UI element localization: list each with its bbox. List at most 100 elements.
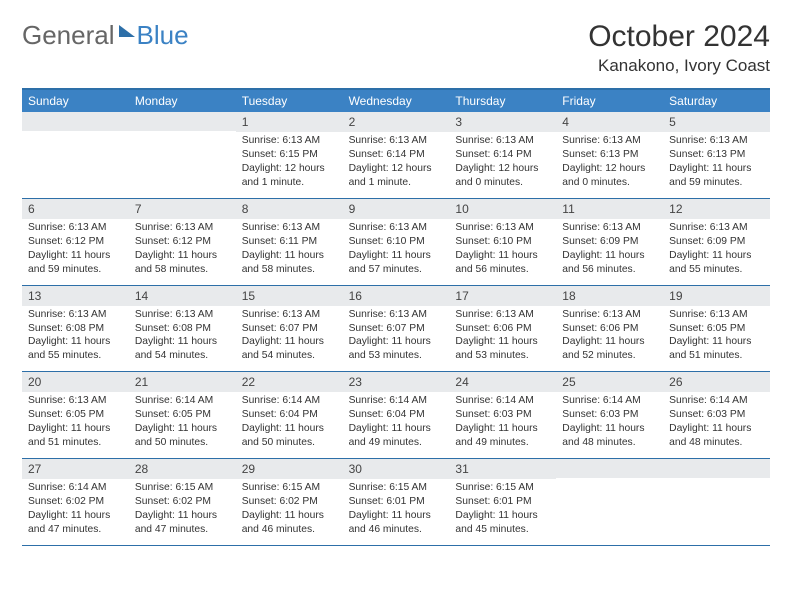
daylight-line: Daylight: 11 hours and 49 minutes. xyxy=(455,422,550,450)
day-cell: 8Sunrise: 6:13 AMSunset: 6:11 PMDaylight… xyxy=(236,199,343,285)
daylight-line: Daylight: 12 hours and 1 minute. xyxy=(242,162,337,190)
day-number: 28 xyxy=(129,459,236,479)
day-cell: 5Sunrise: 6:13 AMSunset: 6:13 PMDaylight… xyxy=(663,112,770,198)
sunset-line: Sunset: 6:05 PM xyxy=(135,408,230,422)
week-row: 27Sunrise: 6:14 AMSunset: 6:02 PMDayligh… xyxy=(22,459,770,546)
sunrise-line: Sunrise: 6:14 AM xyxy=(242,394,337,408)
day-cell: 20Sunrise: 6:13 AMSunset: 6:05 PMDayligh… xyxy=(22,372,129,458)
day-cell: 7Sunrise: 6:13 AMSunset: 6:12 PMDaylight… xyxy=(129,199,236,285)
sunset-line: Sunset: 6:03 PM xyxy=(669,408,764,422)
daylight-line: Daylight: 11 hours and 59 minutes. xyxy=(28,249,123,277)
day-cell: 6Sunrise: 6:13 AMSunset: 6:12 PMDaylight… xyxy=(22,199,129,285)
day-body: Sunrise: 6:13 AMSunset: 6:08 PMDaylight:… xyxy=(129,306,236,372)
day-cell: 21Sunrise: 6:14 AMSunset: 6:05 PMDayligh… xyxy=(129,372,236,458)
daylight-line: Daylight: 11 hours and 50 minutes. xyxy=(242,422,337,450)
sunset-line: Sunset: 6:13 PM xyxy=(669,148,764,162)
day-cell: 17Sunrise: 6:13 AMSunset: 6:06 PMDayligh… xyxy=(449,286,556,372)
sunset-line: Sunset: 6:10 PM xyxy=(349,235,444,249)
day-number: 12 xyxy=(663,199,770,219)
sunrise-line: Sunrise: 6:14 AM xyxy=(28,481,123,495)
day-number: 16 xyxy=(343,286,450,306)
sunrise-line: Sunrise: 6:14 AM xyxy=(455,394,550,408)
daylight-line: Daylight: 11 hours and 45 minutes. xyxy=(455,509,550,537)
logo: General Blue xyxy=(22,20,189,51)
sunset-line: Sunset: 6:11 PM xyxy=(242,235,337,249)
daylight-line: Daylight: 11 hours and 48 minutes. xyxy=(562,422,657,450)
daylight-line: Daylight: 11 hours and 58 minutes. xyxy=(242,249,337,277)
sunrise-line: Sunrise: 6:13 AM xyxy=(349,221,444,235)
sunset-line: Sunset: 6:12 PM xyxy=(135,235,230,249)
day-number: 19 xyxy=(663,286,770,306)
weekday-header-sunday: Sunday xyxy=(22,90,129,112)
sunset-line: Sunset: 6:01 PM xyxy=(455,495,550,509)
day-body: Sunrise: 6:14 AMSunset: 6:03 PMDaylight:… xyxy=(556,392,663,458)
day-body: Sunrise: 6:14 AMSunset: 6:02 PMDaylight:… xyxy=(22,479,129,545)
sunset-line: Sunset: 6:05 PM xyxy=(28,408,123,422)
day-number: 20 xyxy=(22,372,129,392)
day-body: Sunrise: 6:13 AMSunset: 6:07 PMDaylight:… xyxy=(236,306,343,372)
day-number: 17 xyxy=(449,286,556,306)
day-cell: 13Sunrise: 6:13 AMSunset: 6:08 PMDayligh… xyxy=(22,286,129,372)
day-number: 1 xyxy=(236,112,343,132)
day-cell: 31Sunrise: 6:15 AMSunset: 6:01 PMDayligh… xyxy=(449,459,556,545)
day-number: 4 xyxy=(556,112,663,132)
day-body xyxy=(663,478,770,540)
sunrise-line: Sunrise: 6:13 AM xyxy=(669,308,764,322)
sunrise-line: Sunrise: 6:13 AM xyxy=(28,221,123,235)
daylight-line: Daylight: 11 hours and 47 minutes. xyxy=(135,509,230,537)
day-body xyxy=(556,478,663,540)
day-number: 29 xyxy=(236,459,343,479)
daylight-line: Daylight: 11 hours and 59 minutes. xyxy=(669,162,764,190)
day-cell: 19Sunrise: 6:13 AMSunset: 6:05 PMDayligh… xyxy=(663,286,770,372)
day-number: 13 xyxy=(22,286,129,306)
day-cell xyxy=(556,459,663,545)
calendar: SundayMondayTuesdayWednesdayThursdayFrid… xyxy=(22,88,770,546)
day-number: 15 xyxy=(236,286,343,306)
day-body: Sunrise: 6:13 AMSunset: 6:12 PMDaylight:… xyxy=(22,219,129,285)
weekday-header-thursday: Thursday xyxy=(449,90,556,112)
daylight-line: Daylight: 11 hours and 48 minutes. xyxy=(669,422,764,450)
sunrise-line: Sunrise: 6:14 AM xyxy=(349,394,444,408)
day-body: Sunrise: 6:15 AMSunset: 6:01 PMDaylight:… xyxy=(449,479,556,545)
sunrise-line: Sunrise: 6:13 AM xyxy=(562,308,657,322)
day-body: Sunrise: 6:13 AMSunset: 6:13 PMDaylight:… xyxy=(663,132,770,198)
day-cell: 2Sunrise: 6:13 AMSunset: 6:14 PMDaylight… xyxy=(343,112,450,198)
sunrise-line: Sunrise: 6:13 AM xyxy=(455,134,550,148)
sunset-line: Sunset: 6:03 PM xyxy=(562,408,657,422)
day-body: Sunrise: 6:13 AMSunset: 6:06 PMDaylight:… xyxy=(449,306,556,372)
sunrise-line: Sunrise: 6:14 AM xyxy=(669,394,764,408)
day-body: Sunrise: 6:13 AMSunset: 6:08 PMDaylight:… xyxy=(22,306,129,372)
day-cell: 30Sunrise: 6:15 AMSunset: 6:01 PMDayligh… xyxy=(343,459,450,545)
day-cell: 27Sunrise: 6:14 AMSunset: 6:02 PMDayligh… xyxy=(22,459,129,545)
day-cell xyxy=(129,112,236,198)
day-cell: 3Sunrise: 6:13 AMSunset: 6:14 PMDaylight… xyxy=(449,112,556,198)
daylight-line: Daylight: 11 hours and 56 minutes. xyxy=(455,249,550,277)
day-number: 8 xyxy=(236,199,343,219)
sunset-line: Sunset: 6:01 PM xyxy=(349,495,444,509)
daylight-line: Daylight: 11 hours and 50 minutes. xyxy=(135,422,230,450)
day-body: Sunrise: 6:13 AMSunset: 6:09 PMDaylight:… xyxy=(663,219,770,285)
day-cell: 18Sunrise: 6:13 AMSunset: 6:06 PMDayligh… xyxy=(556,286,663,372)
day-body xyxy=(129,131,236,193)
day-cell: 16Sunrise: 6:13 AMSunset: 6:07 PMDayligh… xyxy=(343,286,450,372)
day-number: 3 xyxy=(449,112,556,132)
day-cell: 28Sunrise: 6:15 AMSunset: 6:02 PMDayligh… xyxy=(129,459,236,545)
weekday-header-saturday: Saturday xyxy=(663,90,770,112)
day-number: 5 xyxy=(663,112,770,132)
day-body: Sunrise: 6:13 AMSunset: 6:10 PMDaylight:… xyxy=(343,219,450,285)
daylight-line: Daylight: 12 hours and 1 minute. xyxy=(349,162,444,190)
day-body: Sunrise: 6:15 AMSunset: 6:02 PMDaylight:… xyxy=(129,479,236,545)
day-number xyxy=(556,459,663,478)
daylight-line: Daylight: 12 hours and 0 minutes. xyxy=(455,162,550,190)
daylight-line: Daylight: 11 hours and 56 minutes. xyxy=(562,249,657,277)
daylight-line: Daylight: 11 hours and 46 minutes. xyxy=(349,509,444,537)
day-cell: 22Sunrise: 6:14 AMSunset: 6:04 PMDayligh… xyxy=(236,372,343,458)
day-body: Sunrise: 6:13 AMSunset: 6:14 PMDaylight:… xyxy=(343,132,450,198)
sunrise-line: Sunrise: 6:15 AM xyxy=(455,481,550,495)
daylight-line: Daylight: 11 hours and 46 minutes. xyxy=(242,509,337,537)
day-cell: 23Sunrise: 6:14 AMSunset: 6:04 PMDayligh… xyxy=(343,372,450,458)
sunset-line: Sunset: 6:07 PM xyxy=(242,322,337,336)
sunrise-line: Sunrise: 6:13 AM xyxy=(669,221,764,235)
week-row: 1Sunrise: 6:13 AMSunset: 6:15 PMDaylight… xyxy=(22,112,770,199)
sunset-line: Sunset: 6:15 PM xyxy=(242,148,337,162)
